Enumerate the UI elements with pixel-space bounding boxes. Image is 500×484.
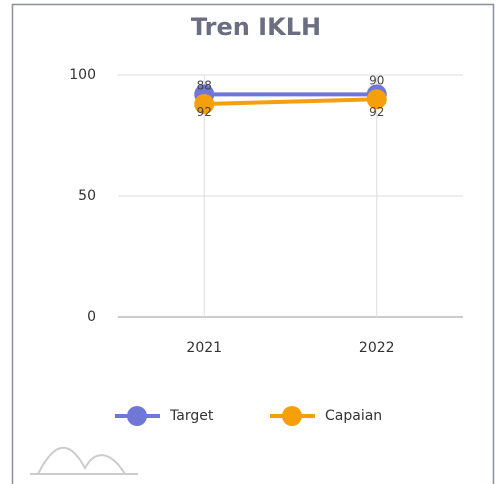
legend-marker — [282, 406, 302, 426]
legend-label: Capaian — [325, 408, 382, 424]
data-label: 90 — [369, 74, 384, 88]
point — [194, 94, 215, 115]
legend-marker — [127, 406, 147, 426]
chart-title: Tren IKLH — [191, 13, 321, 41]
data-label: 88 — [197, 79, 212, 93]
series-line — [204, 97, 377, 107]
legend-label: Target — [169, 408, 214, 424]
x-tick-label: 2022 — [359, 340, 395, 356]
y-tick-label: 0 — [87, 309, 96, 325]
point — [366, 89, 387, 110]
y-tick-label: 50 — [78, 188, 96, 204]
card — [11, 3, 495, 484]
y-tick-label: 100 — [69, 67, 96, 83]
x-tick-label: 2021 — [186, 340, 222, 356]
watermark — [30, 446, 138, 475]
data-label: 92 — [369, 105, 384, 119]
data-label: 92 — [197, 105, 212, 119]
